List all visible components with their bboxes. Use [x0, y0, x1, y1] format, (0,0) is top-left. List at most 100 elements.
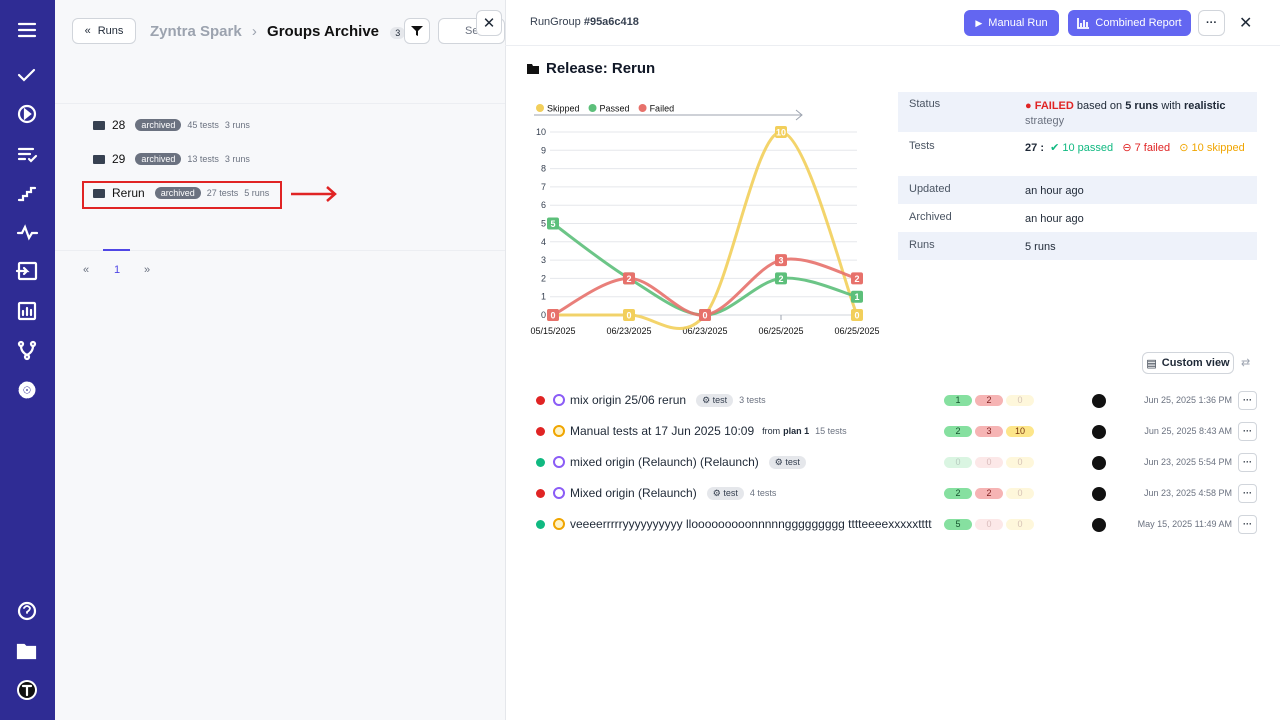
run-passed-count: 0	[944, 457, 972, 468]
prev-page[interactable]: «	[83, 264, 89, 276]
settings-icon[interactable]	[21, 384, 33, 396]
import-icon[interactable]	[17, 263, 36, 279]
info-label: Updated	[909, 183, 951, 195]
tag-text: test	[713, 395, 728, 405]
run-failed-count: 2	[975, 488, 1003, 499]
combined-report-button[interactable]: Combined Report	[1068, 10, 1191, 36]
run-plan: plan 1	[783, 426, 809, 436]
steps-icon[interactable]	[19, 188, 35, 200]
page-number[interactable]: 1	[114, 264, 120, 276]
run-tag: ⚙ test	[769, 456, 806, 469]
run-tests: 4 tests	[750, 488, 777, 498]
status-icon	[536, 427, 545, 436]
info-label: Archived	[909, 211, 952, 223]
combined-report-label: Combined Report	[1095, 17, 1181, 29]
report-icon[interactable]	[19, 303, 35, 319]
group-title-text: Release: Rerun	[546, 60, 655, 77]
run-type-icon	[553, 425, 565, 437]
tests-passed: 10 passed	[1062, 142, 1113, 154]
user-avatar[interactable]	[17, 680, 37, 700]
row-menu[interactable]: ···	[1238, 391, 1257, 410]
tag-text: test	[723, 488, 738, 498]
run-date: Jun 25, 2025 1:36 PM	[1144, 395, 1232, 405]
run-type-icon	[553, 456, 565, 468]
run-name: Mixed origin (Relaunch)	[570, 486, 697, 500]
groups-panel: «Runs Zyntra Spark › Groups Archive 3 Se…	[55, 0, 505, 720]
header-divider	[505, 45, 1280, 46]
help-icon[interactable]	[19, 603, 35, 619]
tests-value: 27 : ✔ 10 passed ⊖ 7 failed ⊙ 10 skipped	[1025, 141, 1250, 156]
group-tests: 13 tests	[187, 154, 219, 164]
folder-icon[interactable]	[18, 645, 35, 658]
custom-view-button[interactable]: ▤Custom view	[1142, 352, 1234, 374]
info-value: an hour ago	[1025, 212, 1250, 227]
custom-view-label: Custom view	[1162, 357, 1230, 369]
run-title[interactable]: veeeerrrrryyyyyyyyyy llooooooooonnnnnggg…	[570, 517, 937, 531]
run-date: Jun 23, 2025 4:58 PM	[1144, 488, 1232, 498]
close-left-button[interactable]: ✕	[476, 10, 502, 36]
info-row: Updatedan hour ago	[898, 176, 1257, 204]
back-button[interactable]: «Runs	[72, 18, 136, 44]
project-name[interactable]: Zyntra Spark	[150, 23, 242, 40]
run-date: Jun 23, 2025 5:54 PM	[1144, 457, 1232, 467]
run-group-id: #95a6c418	[584, 16, 639, 28]
group-badge: archived	[135, 119, 181, 131]
row-menu[interactable]: ···	[1238, 484, 1257, 503]
group-runs: 3 runs	[225, 120, 250, 130]
close-panel-button[interactable]: ✕	[1239, 13, 1252, 33]
status-row: Status ● FAILED based on 5 runs with rea…	[898, 92, 1257, 132]
run-type-icon	[553, 487, 565, 499]
run-passed-count: 2	[944, 426, 972, 437]
report-icon	[1077, 18, 1089, 29]
list-icon[interactable]	[19, 149, 36, 161]
branch-icon[interactable]	[19, 342, 35, 359]
run-group-label: RunGroup	[530, 16, 581, 28]
run-title[interactable]: mix origin 25/06 rerun⚙ test3 tests	[570, 393, 937, 407]
next-page[interactable]: »	[144, 264, 150, 276]
run-failed-count: 0	[975, 457, 1003, 468]
pulse-icon[interactable]	[18, 227, 37, 238]
tag-text: test	[785, 457, 800, 467]
group-row[interactable]: 28archived45 tests3 runs	[93, 118, 250, 132]
tests-skipped: 10 skipped	[1192, 142, 1245, 154]
run-passed-count: 2	[944, 488, 972, 499]
run-title[interactable]: Mixed origin (Relaunch)⚙ test4 tests	[570, 486, 937, 500]
group-tests: 45 tests	[187, 120, 219, 130]
run-name: mixed origin (Relaunch) (Relaunch)	[570, 455, 759, 469]
run-skipped-count: 0	[1006, 519, 1034, 530]
row-menu[interactable]: ···	[1238, 453, 1257, 472]
sidebar-icons	[0, 0, 55, 720]
tests-sep: :	[1040, 142, 1044, 154]
check-icon[interactable]	[19, 70, 34, 80]
menu-icon[interactable]	[19, 24, 35, 36]
runs-icon[interactable]	[19, 106, 35, 122]
avatar	[1092, 487, 1106, 501]
settings-toggle[interactable]: ⇄	[1241, 356, 1250, 369]
run-date: Jun 25, 2025 8:43 AM	[1144, 426, 1232, 436]
avatar	[1092, 456, 1106, 470]
run-skipped-count: 10	[1006, 426, 1034, 437]
row-menu[interactable]: ···	[1238, 515, 1257, 534]
run-title[interactable]: Manual tests at 17 Jun 2025 10:09frompla…	[570, 424, 937, 438]
status-icon	[536, 396, 545, 405]
run-type-icon	[553, 394, 565, 406]
status-text-3: strategy	[1025, 115, 1064, 127]
info-row: Runs5 runs	[898, 232, 1257, 260]
filter-button[interactable]	[404, 18, 430, 44]
manual-run-button[interactable]: ▶Manual Run	[964, 10, 1059, 36]
run-skipped-count: 0	[1006, 395, 1034, 406]
more-button[interactable]: ···	[1198, 10, 1225, 36]
info-value: 5 runs	[1025, 240, 1250, 255]
run-title[interactable]: mixed origin (Relaunch) (Relaunch) ⚙ test	[570, 455, 937, 469]
manual-run-label: Manual Run	[988, 17, 1047, 29]
run-name: veeeerrrrryyyyyyyyyy llooooooooonnnnnggg…	[570, 517, 932, 531]
run-skipped-count: 0	[1006, 457, 1034, 468]
group-row[interactable]: 29archived13 tests3 runs	[93, 152, 250, 166]
status-text-1: based on	[1077, 100, 1122, 112]
highlight-box	[82, 181, 282, 209]
run-tag: ⚙ test	[696, 394, 733, 407]
sidebar	[0, 0, 55, 720]
row-menu[interactable]: ···	[1238, 422, 1257, 441]
back-label: Runs	[98, 25, 124, 37]
